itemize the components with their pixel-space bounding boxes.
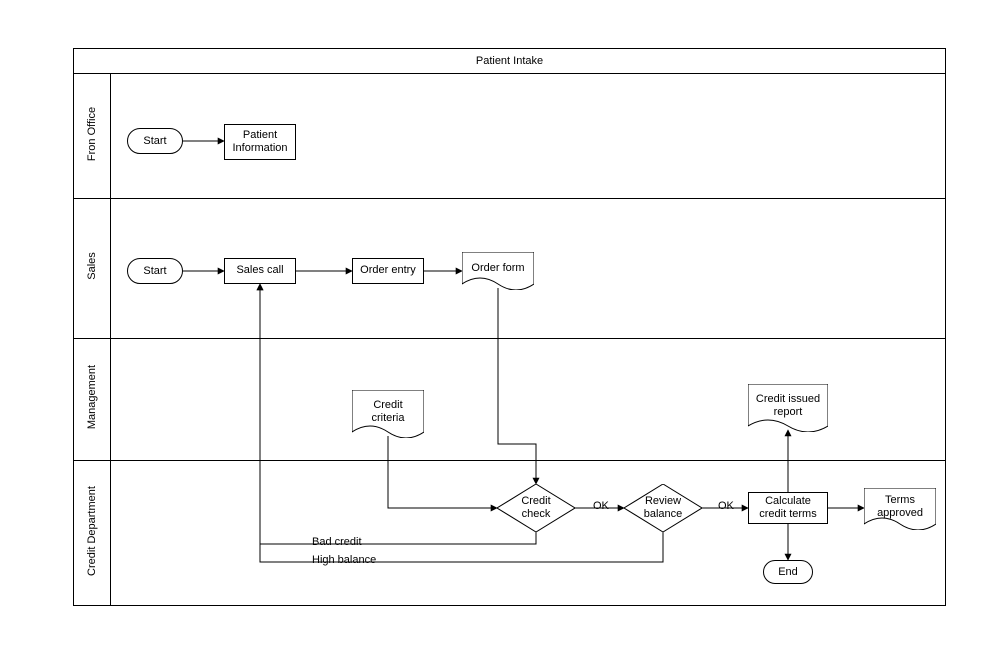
node-c_terms: Termsapproved	[864, 488, 936, 530]
lane-label: Fron Office	[86, 84, 98, 184]
node-label: Order form	[471, 262, 524, 279]
lane-label: Credit Department	[86, 481, 98, 581]
edge-label: OK	[591, 500, 611, 512]
node-c_calc: Calculatecredit terms	[748, 492, 828, 524]
node-c_check: Creditcheck	[497, 484, 575, 532]
lane-divider	[73, 338, 946, 339]
node-label: Start	[143, 135, 166, 147]
title-bar: Patient Intake	[73, 48, 946, 74]
node-fo_start: Start	[127, 128, 183, 154]
node-label: End	[778, 566, 798, 578]
edge-label: OK	[716, 500, 736, 512]
diagram-title: Patient Intake	[476, 55, 543, 67]
lane-divider	[73, 198, 946, 199]
node-fo_pinfo: PatientInformation	[224, 124, 296, 160]
node-label: Creditcheck	[521, 495, 550, 521]
node-c_end: End	[763, 560, 813, 584]
node-s_call: Sales call	[224, 258, 296, 284]
node-c_balance: Reviewbalance	[624, 484, 702, 532]
node-label: Calculatecredit terms	[759, 495, 816, 521]
lane-divider	[73, 460, 946, 461]
node-label: Start	[143, 265, 166, 277]
lane-column-divider	[110, 74, 111, 606]
node-label: Order entry	[360, 264, 416, 277]
node-label: Termsapproved	[877, 494, 923, 524]
node-label: Sales call	[236, 264, 283, 277]
node-s_entry: Order entry	[352, 258, 424, 284]
lane-label: Sales	[86, 216, 98, 316]
node-s_form: Order form	[462, 252, 534, 290]
node-label: Creditcriteria	[371, 399, 404, 429]
node-label: PatientInformation	[232, 129, 287, 155]
node-label: Credit issuedreport	[756, 393, 820, 423]
lane-label: Management	[86, 347, 98, 447]
node-m_report: Credit issuedreport	[748, 384, 828, 432]
node-m_criteria: Creditcriteria	[352, 390, 424, 438]
node-s_start: Start	[127, 258, 183, 284]
node-label: Reviewbalance	[644, 495, 683, 521]
edge-label: Bad credit	[310, 536, 364, 548]
edge-label: High balance	[310, 554, 378, 566]
